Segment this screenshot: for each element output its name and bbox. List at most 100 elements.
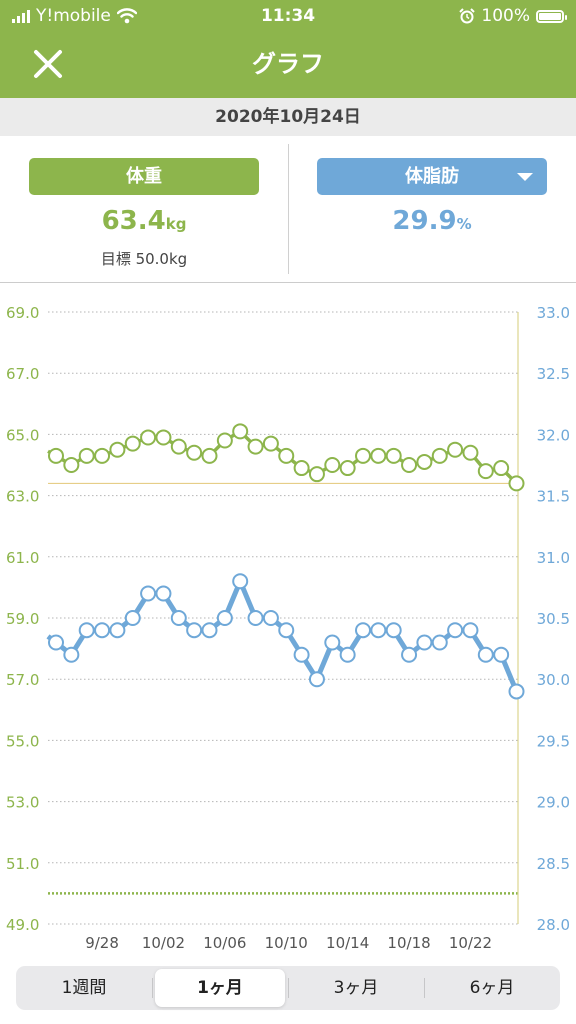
data-point [109,441,126,458]
goal-weight-label: 目標 50.0kg [100,250,188,268]
body-fat-button-label: 体脂肪 [405,166,459,187]
data-point [324,634,341,651]
data-point [278,447,295,464]
data-point [48,634,64,651]
body-fat-number: 29.9 [392,206,457,236]
data-point [477,646,494,663]
y-left-tick-label: 51.0 [6,855,39,873]
data-point [140,429,157,446]
data-point [262,435,279,452]
y-right-tick-label: 31.0 [537,549,570,567]
data-point [339,646,356,663]
data-point [140,585,157,602]
data-point [477,463,494,480]
battery-icon [536,9,567,23]
data-point [247,610,264,626]
y-left-tick-label: 49.0 [6,916,39,934]
status-left: Y!mobile [12,4,137,28]
app-header: Y!mobile 11:34 100% グラフ [0,0,576,98]
segment-separator [288,978,289,998]
summary-panel: 体重 63.4kg 目標 50.0kg 体脂肪 29.9% [0,136,576,283]
data-point [416,453,433,470]
x-tick-label: 10/14 [326,934,369,952]
data-point [109,622,126,639]
y-left-tick-label: 65.0 [6,426,39,444]
weight-bodyfat-chart[interactable]: 69.0 33.0 67.0 32.5 65.0 32.0 63.0 31.5 61.0 31.0… [0,282,576,962]
data-point [78,622,95,639]
y-left-tick-label: 55.0 [6,732,39,750]
body-fat-dropdown[interactable]: 体脂肪 [317,158,547,195]
alarm-icon [459,8,476,24]
data-point [385,622,402,639]
y-left-tick-label: 63.0 [6,488,39,506]
segment-separator [424,978,425,998]
y-right-tick-label: 29.5 [537,732,570,750]
period-tab-3[interactable]: 6ヶ月 [469,978,515,998]
y-left-tick-label: 53.0 [6,794,39,812]
date-label: 2020年10月24日 [0,98,576,136]
data-point [63,457,80,473]
data-point [370,447,387,464]
data-point [385,447,402,464]
data-point [416,634,433,651]
data-point [447,622,464,639]
data-point [308,671,325,688]
x-tick-label: 10/18 [387,934,430,952]
data-point [48,447,64,464]
period-tab-2[interactable]: 3ヶ月 [333,978,379,998]
data-point [308,466,325,483]
data-point [278,622,295,639]
data-point [247,438,264,455]
data-point [401,457,418,473]
data-point [94,622,111,639]
weight-value: 63.4kg [29,206,259,236]
period-tab-1[interactable]: 1ヶ月 [155,969,285,1007]
data-point [508,475,525,492]
data-point [324,457,341,473]
x-tick-label: 9/28 [85,934,119,952]
data-point [462,622,479,639]
data-point [170,438,187,455]
data-point [63,646,80,663]
y-right-tick-label: 30.5 [537,610,570,628]
data-point [155,429,172,446]
data-point [78,447,95,464]
data-point [355,622,371,639]
data-point [401,646,418,663]
data-point [186,622,203,639]
data-point [170,610,187,626]
y-right-tick-label: 29.0 [537,794,570,812]
y-right-tick-label: 32.5 [537,365,570,383]
data-point [186,444,203,461]
data-point [155,585,172,602]
close-button[interactable] [28,44,68,84]
segment-separator [152,978,153,998]
carrier-name: Y!mobile [36,6,111,26]
y-left-tick-label: 69.0 [6,304,39,322]
data-point [201,447,218,464]
data-point [493,460,510,477]
weight-button[interactable]: 体重 [29,158,259,195]
data-point [462,444,479,461]
x-tick-label: 10/06 [203,934,246,952]
status-right: 100% [459,4,567,28]
data-point [293,460,310,477]
y-left-tick-label: 59.0 [6,610,39,628]
y-right-tick-label: 28.5 [537,855,570,873]
data-point [370,622,387,639]
y-left-tick-label: 67.0 [6,365,39,383]
x-tick-label: 10/02 [142,934,185,952]
period-tab-0[interactable]: 1週間 [61,978,107,998]
x-tick-label: 10/22 [449,934,492,952]
page-title: グラフ [252,50,324,78]
data-point [232,573,249,590]
weight-number: 63.4 [101,206,166,236]
battery-percent: 100% [481,6,530,26]
data-point [216,610,233,626]
y-right-tick-label: 30.0 [537,671,570,689]
data-point [355,447,371,464]
data-point [94,447,111,464]
period-segmented-control: 1週間 1ヶ月 3ヶ月 6ヶ月 [16,966,560,1010]
y-left-tick-label: 57.0 [6,671,39,689]
y-left-tick-label: 61.0 [6,549,39,567]
